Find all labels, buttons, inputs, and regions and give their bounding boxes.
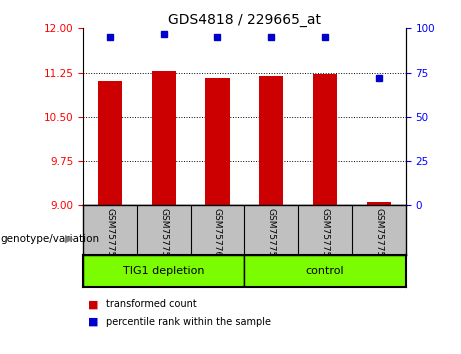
Text: ■: ■ [88, 317, 98, 327]
Text: GSM757758: GSM757758 [106, 208, 114, 263]
Text: ■: ■ [88, 299, 98, 309]
Bar [98, 81, 122, 205]
Text: GSM757759: GSM757759 [159, 208, 168, 263]
Bar [244, 255, 406, 287]
Bar [313, 74, 337, 205]
Text: control: control [306, 266, 344, 276]
Text: transformed count: transformed count [106, 299, 197, 309]
Title: GDS4818 / 229665_at: GDS4818 / 229665_at [168, 13, 321, 27]
Text: GSM757757: GSM757757 [374, 208, 383, 263]
Bar [366, 202, 391, 205]
Bar [152, 72, 176, 205]
Text: GSM757756: GSM757756 [320, 208, 330, 263]
Bar [259, 75, 284, 205]
Text: TIG1 depletion: TIG1 depletion [123, 266, 204, 276]
Bar [83, 255, 244, 287]
Text: GSM757755: GSM757755 [267, 208, 276, 263]
Text: percentile rank within the sample: percentile rank within the sample [106, 317, 271, 327]
Text: genotype/variation: genotype/variation [0, 234, 99, 244]
Text: GSM757760: GSM757760 [213, 208, 222, 263]
Text: ▶: ▶ [65, 234, 74, 244]
Bar [205, 78, 230, 205]
